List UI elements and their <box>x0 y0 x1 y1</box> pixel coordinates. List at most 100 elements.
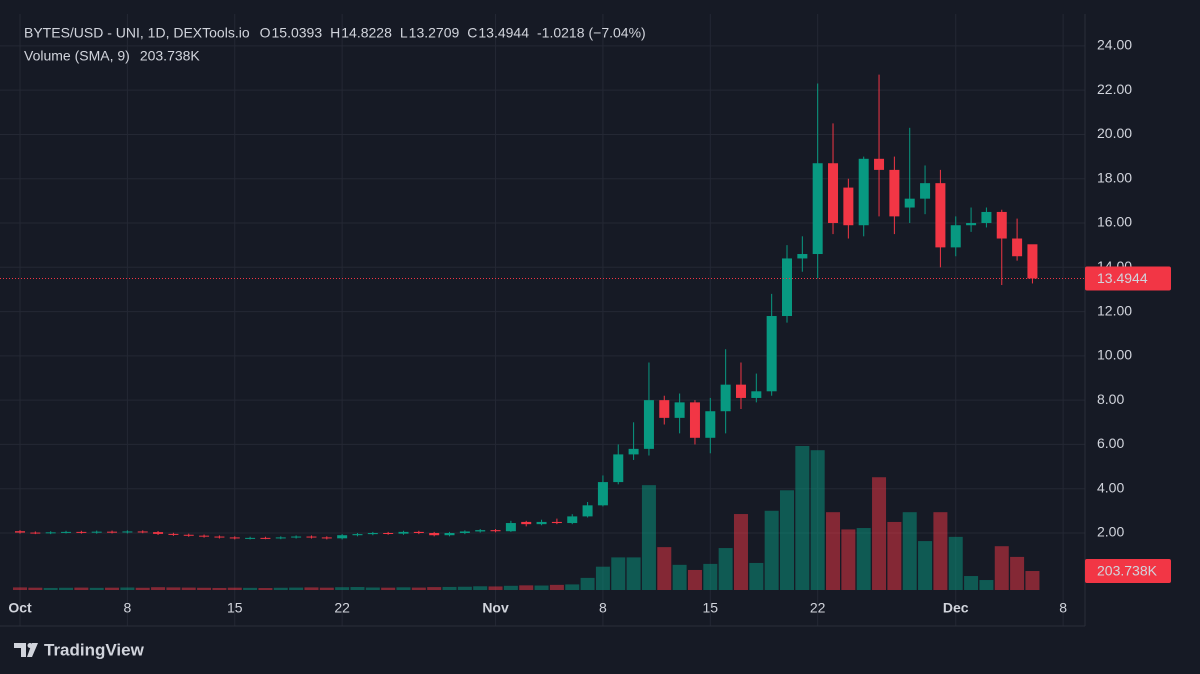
candle-body <box>383 533 394 535</box>
y-tick-label: 8.00 <box>1097 391 1124 407</box>
volume-bar <box>918 541 933 590</box>
last-price-badge <box>1085 266 1171 291</box>
volume-bar <box>519 585 534 590</box>
x-tick-label: 8 <box>1059 600 1067 616</box>
candle-body <box>275 537 286 539</box>
volume-bar <box>89 587 104 590</box>
legend-item: H <box>330 25 340 41</box>
y-tick-label: 12.00 <box>1097 302 1132 318</box>
candle-body <box>15 531 25 533</box>
candle-body <box>76 531 87 533</box>
volume-bar <box>166 587 181 590</box>
volume-bar <box>151 587 166 590</box>
logo-dot <box>27 643 33 648</box>
candle-body <box>91 531 102 533</box>
candle-body <box>30 532 41 534</box>
candle-body <box>429 533 440 536</box>
candle-body <box>137 531 148 533</box>
candle-body <box>782 258 792 317</box>
y-tick-label: 24.00 <box>1097 37 1132 53</box>
candle-body <box>966 223 977 226</box>
volume-bar <box>826 512 841 590</box>
x-tick-label: 8 <box>599 600 607 616</box>
volume-bar <box>350 587 365 590</box>
candle-body <box>337 535 348 539</box>
candle-body <box>751 391 762 398</box>
x-tick-label: 8 <box>123 600 131 616</box>
y-tick-label: 2.00 <box>1097 524 1124 540</box>
candle-body <box>613 454 624 483</box>
volume-bar <box>411 587 426 590</box>
candle-body <box>122 531 133 533</box>
volume-bar <box>979 580 994 590</box>
volume-bar <box>810 450 825 590</box>
candle-body <box>199 535 210 537</box>
y-tick-label: 18.00 <box>1097 169 1132 185</box>
candle-body <box>874 158 885 170</box>
volume-bar <box>243 587 258 590</box>
volume-bar <box>105 587 120 590</box>
volume-bar <box>933 512 948 590</box>
candle-body <box>245 537 256 539</box>
candle-body <box>61 531 72 533</box>
volume-bar <box>595 566 610 590</box>
volume-bar <box>764 510 779 590</box>
candle-body <box>291 536 302 538</box>
candle-body <box>321 537 332 539</box>
volume-bar <box>197 587 212 590</box>
y-tick-label: 16.00 <box>1097 214 1132 230</box>
legend-item: 15.0393 <box>272 25 323 41</box>
volume-bar <box>795 446 810 590</box>
volume-bar <box>1025 571 1040 590</box>
volume-bar <box>565 584 580 590</box>
candle-body <box>505 523 516 532</box>
candle-body <box>367 533 378 535</box>
y-tick-label: 4.00 <box>1097 479 1124 495</box>
volume-bar <box>135 587 150 590</box>
volume-bar <box>457 586 472 590</box>
volume-bar <box>396 587 411 590</box>
volume-bar <box>856 528 871 590</box>
volume-bar <box>841 529 856 590</box>
candle-body <box>720 384 731 412</box>
candle-body <box>168 533 179 535</box>
volume-bar <box>381 587 396 590</box>
volume-bar <box>1010 556 1025 590</box>
volume-bar <box>120 587 135 590</box>
y-tick-label: 20.00 <box>1097 125 1132 141</box>
y-tick-label: 22.00 <box>1097 81 1132 97</box>
volume-bar <box>74 587 89 590</box>
volume-bar <box>749 562 764 590</box>
volume-bar <box>964 576 979 590</box>
volume-bar <box>611 557 626 590</box>
candle-body <box>107 531 118 533</box>
candle-body <box>858 158 869 226</box>
candle-body <box>1012 238 1023 257</box>
candle-body <box>996 211 1007 239</box>
candles <box>15 74 1038 540</box>
candle-body <box>1027 244 1038 279</box>
candle-body <box>444 533 455 536</box>
candle-body <box>797 254 808 259</box>
volume-bar <box>319 587 334 590</box>
candle-body <box>352 534 363 536</box>
volume-bar <box>687 569 702 590</box>
candle-body <box>260 537 271 539</box>
last-volume-badge <box>1085 559 1171 584</box>
volume-bar <box>994 546 1009 590</box>
candle-body <box>812 163 823 255</box>
candle-body <box>705 411 716 438</box>
legend-item: (−7.04%) <box>588 25 645 41</box>
candle-body <box>735 384 746 398</box>
candle-body <box>229 537 240 539</box>
volume-bar <box>488 586 503 590</box>
legend-item: L <box>400 25 408 41</box>
last-price-label: 13.4944 <box>1097 270 1148 286</box>
volume-bar <box>580 577 595 590</box>
candle-body <box>935 183 946 248</box>
candle-body <box>475 530 486 532</box>
volume-bar <box>534 585 549 590</box>
volume-bar <box>212 587 227 590</box>
volume-bar <box>335 587 350 590</box>
